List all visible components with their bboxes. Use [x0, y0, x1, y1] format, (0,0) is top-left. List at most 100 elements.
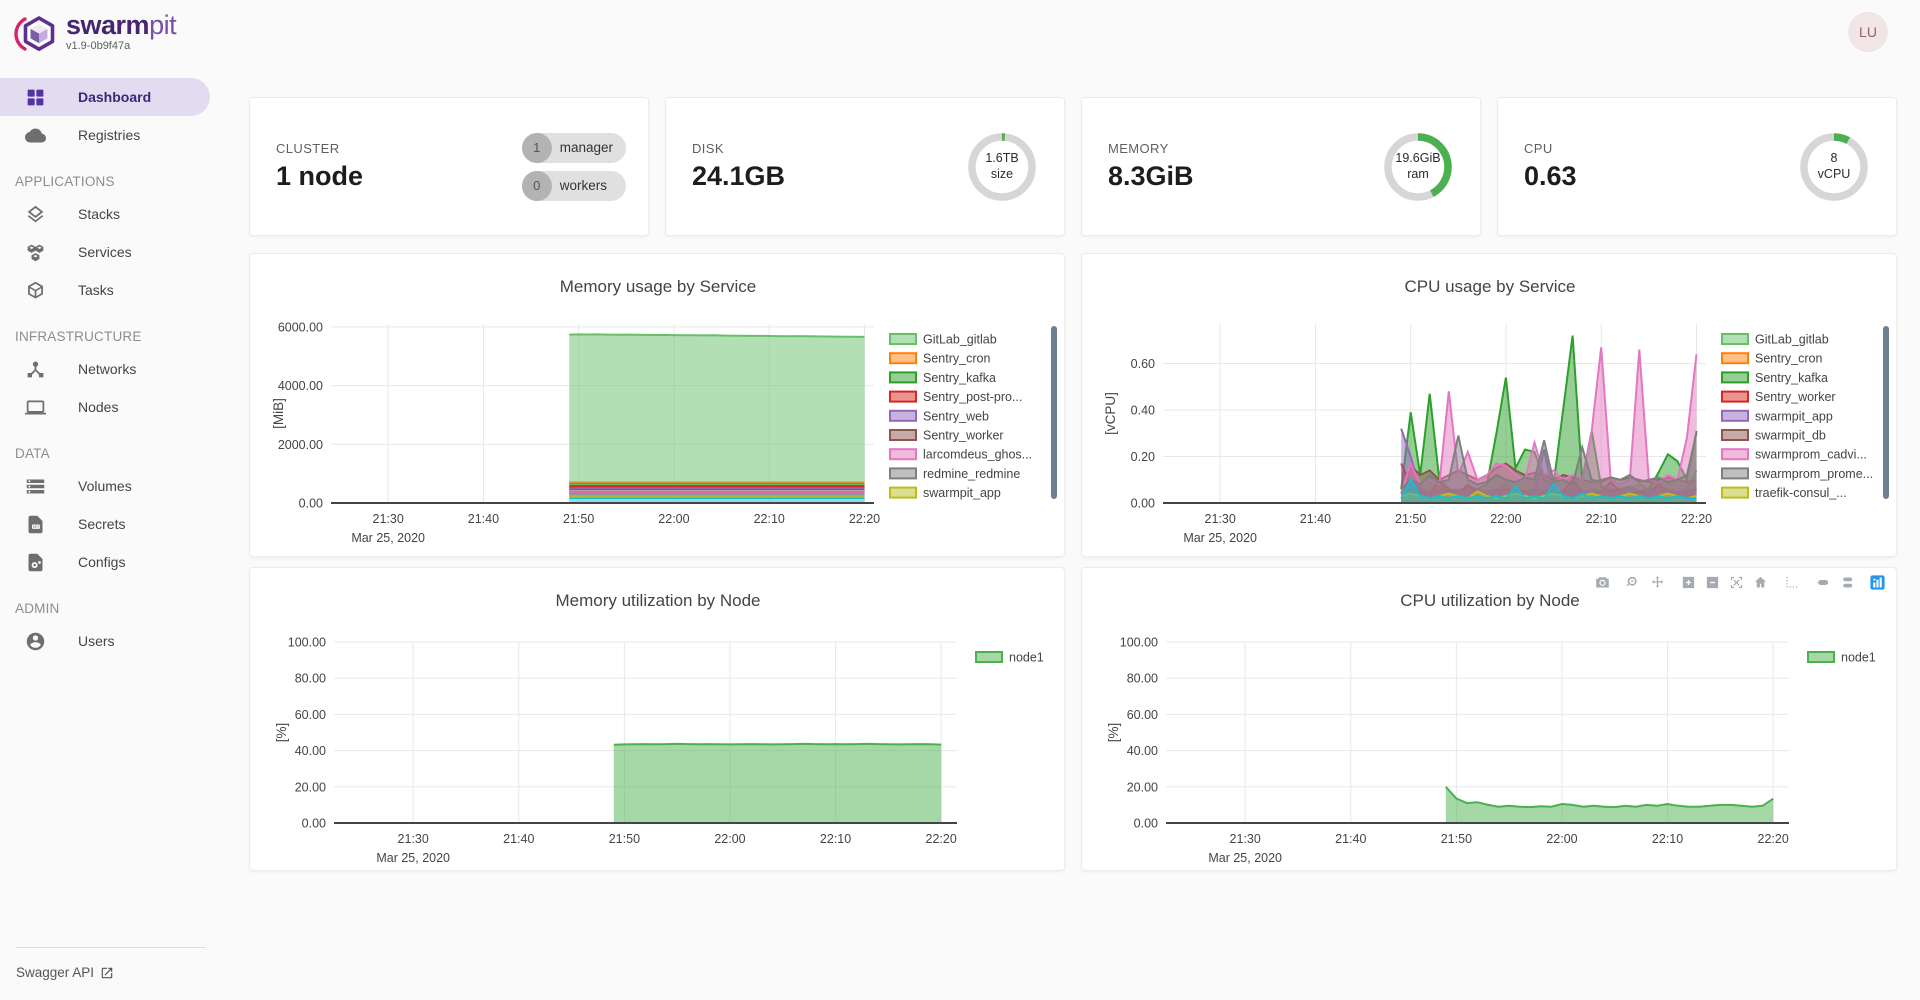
user-avatar[interactable]: LU	[1848, 12, 1888, 52]
legend-item-Sentry_cron[interactable]: Sentry_cron	[1721, 352, 1822, 366]
donut-label: vCPU	[1817, 166, 1851, 181]
stat-value: 0.63	[1524, 161, 1577, 191]
legend-item-Sentry_cron[interactable]: Sentry_cron	[889, 352, 990, 366]
legend-item-traefik-consul_[interactable]: traefik-consul_...	[1721, 486, 1847, 500]
chip-label: manager	[559, 140, 613, 155]
x-axis-date-label: Mar 25, 2020	[1208, 851, 1282, 865]
sidebar-item-nodes[interactable]: Nodes	[0, 388, 222, 426]
cpu-usage-by-service-plot[interactable]: CPU usage by Service [vCPU] 0.00 0.20 0.40 0.…	[1082, 254, 1898, 558]
hub-icon	[24, 358, 46, 380]
stat-label: CLUSTER	[276, 141, 340, 156]
legend-item-Sentry_worker[interactable]: Sentry_worker	[1721, 390, 1836, 404]
swarmpit-logo-icon	[14, 16, 55, 52]
sidebar-item-services[interactable]: Services	[0, 233, 222, 271]
sidebar-footer: Swagger API	[0, 933, 222, 1000]
y-tick-label: 0.00	[299, 497, 323, 511]
reset-axes-icon[interactable]	[1752, 574, 1769, 591]
sidebar-item-networks[interactable]: Networks	[0, 350, 222, 388]
legend-item-Sentry_worker[interactable]: Sentry_worker	[889, 429, 1004, 443]
external-link-icon	[101, 967, 113, 978]
gear-file-icon	[24, 551, 46, 573]
app-version: v1.9-0b9f47a	[66, 40, 131, 52]
legend-item-larcomdeus_ghos[interactable]: larcomdeus_ghos...	[889, 448, 1032, 462]
spikelines-icon[interactable]	[1783, 574, 1800, 591]
legend-item-Sentry_kafka[interactable]: Sentry_kafka	[889, 371, 996, 385]
plotly-modebar	[1587, 574, 1886, 591]
legend-scrollbar[interactable]	[1051, 326, 1057, 499]
stat-card-cpu: CPU 0.63 8 vCPU	[1497, 97, 1897, 236]
sidebar: swarmpit v1.9-0b9f47a Dashboard Registrie…	[0, 0, 222, 1000]
legend-label: node1	[1009, 651, 1044, 665]
sidebar-item-tasks[interactable]: Tasks	[0, 271, 222, 309]
x-tick-label: 21:30	[398, 832, 429, 846]
sidebar-item-label: Volumes	[78, 478, 132, 494]
donut-value: 8	[1830, 150, 1838, 165]
y-axis-label: [vCPU]	[1103, 392, 1118, 435]
legend-item-swarmpit_app[interactable]: swarmpit_app	[1721, 409, 1833, 423]
app-logo[interactable]: swarmpit v1.9-0b9f47a	[0, 0, 222, 56]
legend-item-Sentry_web[interactable]: Sentry_web	[889, 409, 989, 423]
sidebar-section-header: ADMIN	[15, 601, 60, 616]
legend-item-swarmprom_cadvi[interactable]: swarmprom_cadvi...	[1721, 448, 1867, 462]
pan-icon[interactable]	[1649, 574, 1666, 591]
hover-compare-icon[interactable]	[1838, 574, 1855, 591]
legend-label: Sentry_kafka	[923, 371, 996, 385]
sidebar-item-dashboard[interactable]: Dashboard	[0, 78, 210, 116]
sidebar-item-registries[interactable]: Registries	[0, 116, 222, 154]
sidebar-item-stacks[interactable]: Stacks	[0, 195, 222, 233]
y-tick-label: 0.00	[1134, 817, 1158, 831]
zoom-out-icon[interactable]	[1704, 574, 1721, 591]
legend-item-redmine_redmine[interactable]: redmine_redmine	[889, 467, 1020, 481]
x-tick-label: 21:50	[1395, 512, 1426, 526]
legend-label: swarmpit_db	[1755, 429, 1826, 443]
layers-icon	[24, 203, 46, 225]
y-tick-label: 4000.00	[278, 379, 323, 393]
sidebar-item-label: Configs	[78, 554, 126, 570]
zoom-icon[interactable]	[1625, 574, 1642, 591]
legend-item-node1[interactable]: node1	[975, 651, 1044, 665]
zoom-in-icon[interactable]	[1680, 574, 1697, 591]
legend-item-node1[interactable]: node1	[1807, 651, 1876, 665]
x-tick-label: 21:30	[1230, 832, 1261, 846]
legend-item-swarmprom_prome[interactable]: swarmprom_prome...	[1721, 467, 1873, 481]
brand-name: swarmpit	[66, 10, 177, 40]
sidebar-section-header: DATA	[15, 446, 50, 461]
dashboard-icon	[24, 86, 46, 108]
legend-item-GitLab_gitlab[interactable]: GitLab_gitlab	[1721, 333, 1829, 347]
legend-item-Sentry_post-pro[interactable]: Sentry_post-pro...	[889, 390, 1022, 404]
sidebar-item-users[interactable]: Users	[0, 622, 222, 660]
plotly-logo-icon[interactable]	[1869, 574, 1886, 591]
chip-label: workers	[559, 178, 607, 193]
legend-label: GitLab_gitlab	[923, 333, 997, 347]
memory-utilization-by-node-plot[interactable]: Memory utilization by Node [%] 0.00 20.00 40…	[250, 568, 1066, 872]
sidebar-item-secrets[interactable]: KEY Secrets	[0, 505, 222, 543]
cpu-utilization-by-node-plot[interactable]: CPU utilization by Node [%] 0.00 20.00 40.00…	[1082, 568, 1898, 872]
legend-label: Sentry_worker	[923, 429, 1004, 443]
stat-value: 24.1GB	[692, 161, 786, 191]
legend-label: node1	[1841, 651, 1876, 665]
y-axis-label: [%]	[1106, 723, 1121, 743]
hover-closest-icon[interactable]	[1814, 574, 1831, 591]
legend-item-swarmpit_db[interactable]: swarmpit_db	[1721, 429, 1826, 443]
stat-label: CPU	[1524, 141, 1553, 156]
memory-usage-by-service-plot[interactable]: Memory usage by Service [MiB] 0.00 2000.00 4…	[250, 254, 1066, 558]
legend-item-GitLab_gitlab[interactable]: GitLab_gitlab	[889, 333, 997, 347]
camera-icon[interactable]	[1594, 574, 1611, 591]
memory-utilization-by-node-card: Memory utilization by Node [%] 0.00 20.00 40…	[249, 567, 1065, 871]
sidebar-item-configs[interactable]: Configs	[0, 543, 222, 581]
autoscale-icon[interactable]	[1728, 574, 1745, 591]
x-tick-label: 22:10	[754, 512, 785, 526]
y-tick-label: 40.00	[295, 744, 326, 758]
stat-label: DISK	[692, 141, 724, 156]
x-tick-label: 22:00	[658, 512, 689, 526]
legend-item-swarmpit_app[interactable]: swarmpit_app	[889, 486, 1001, 500]
legend-label: swarmprom_cadvi...	[1755, 448, 1867, 462]
legend-label: Sentry_web	[923, 409, 989, 423]
legend-item-Sentry_kafka[interactable]: Sentry_kafka	[1721, 371, 1828, 385]
cube-icon	[24, 279, 46, 301]
sidebar-item-volumes[interactable]: Volumes	[0, 467, 222, 505]
stat-label: MEMORY	[1108, 141, 1169, 156]
legend-scrollbar[interactable]	[1883, 326, 1889, 499]
swagger-api-link[interactable]: Swagger API	[16, 965, 114, 980]
user-icon	[24, 630, 46, 652]
